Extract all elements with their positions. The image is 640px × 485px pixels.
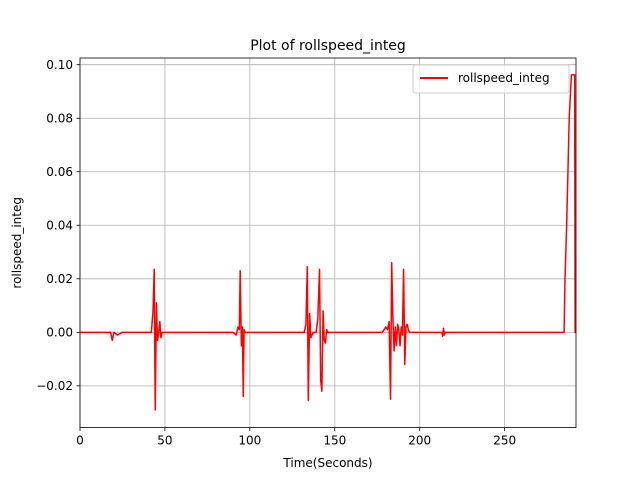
plot-area-frame <box>79 57 577 429</box>
series-line-rollspeed-integ <box>80 74 576 411</box>
chart-title: Plot of rollspeed_integ <box>250 38 406 54</box>
y-tick-label: 0.02 <box>46 272 73 286</box>
x-axis-label: Time(Seconds) <box>282 456 372 470</box>
y-tick-label: 0.10 <box>46 58 73 72</box>
legend: rollspeed_integ <box>412 64 570 94</box>
y-tick-label: 0.00 <box>46 326 73 340</box>
x-tick-label: 250 <box>493 434 516 448</box>
y-tick-label: 0.08 <box>46 112 73 126</box>
y-tick-label: 0.04 <box>46 219 73 233</box>
legend-box <box>412 64 570 94</box>
x-tick-label: 0 <box>76 434 84 448</box>
x-tick-label: 150 <box>323 434 346 448</box>
y-axis-label: rollspeed_integ <box>10 197 24 289</box>
y-tick-label: −0.02 <box>36 379 73 393</box>
x-tick-label: 100 <box>238 434 261 448</box>
legend-label-rollspeed-integ: rollspeed_integ <box>458 71 550 85</box>
x-tick-label: 50 <box>157 434 172 448</box>
x-tick-label: 200 <box>408 434 431 448</box>
y-tick-label: 0.06 <box>46 165 73 179</box>
